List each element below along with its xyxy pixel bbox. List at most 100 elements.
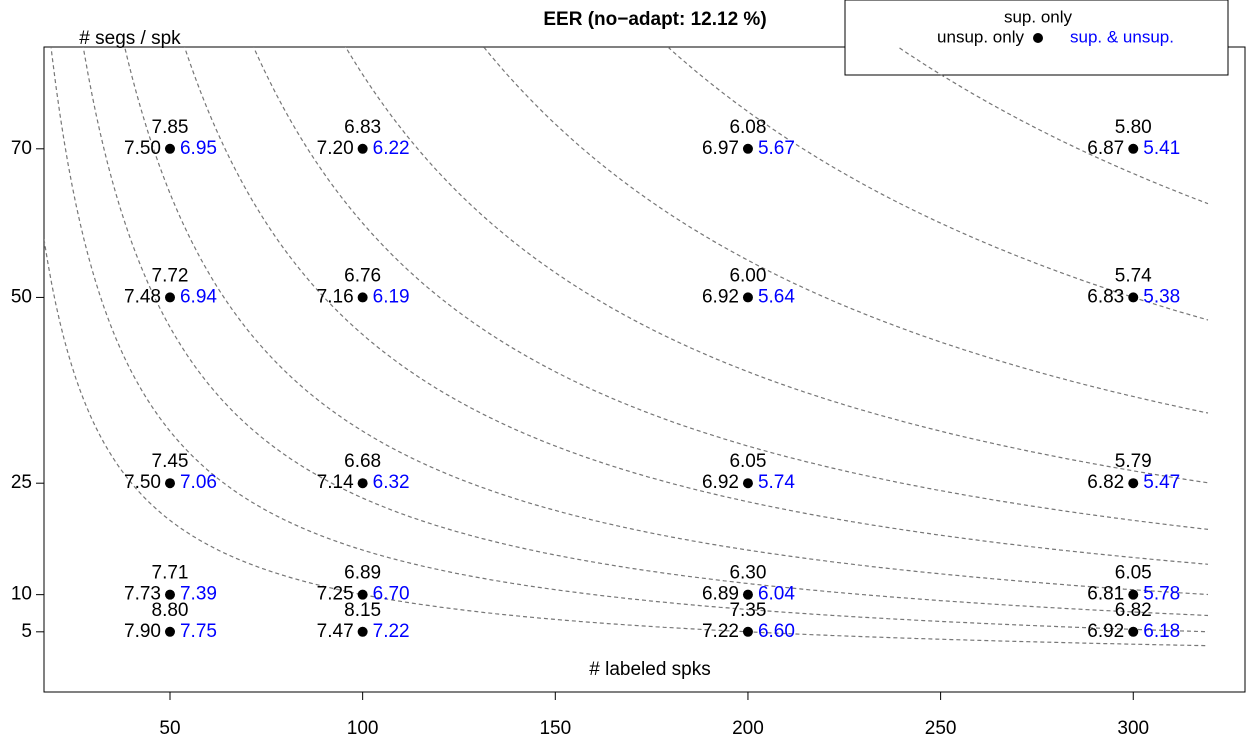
value-label: 7.47 (317, 621, 354, 642)
value-label: 6.97 (702, 138, 739, 159)
value-label: 6.83 (344, 117, 381, 138)
value-label: 5.74 (758, 472, 795, 493)
value-label: 7.22 (702, 621, 739, 642)
value-label: 7.16 (317, 286, 354, 307)
point (742, 589, 753, 600)
contour-line (82, 47, 1209, 617)
value-label: 8.80 (152, 600, 189, 621)
point (1128, 478, 1139, 489)
contours (44, 47, 1209, 647)
value-label: 7.50 (124, 138, 161, 159)
y-tick-label: 25 (11, 472, 32, 493)
value-label: 6.30 (729, 563, 766, 584)
value-label: 5.64 (758, 286, 795, 307)
value-label: 6.22 (373, 138, 410, 159)
value-label: 5.78 (1143, 584, 1180, 605)
value-label: 6.68 (344, 451, 381, 472)
value-label: 6.95 (180, 138, 217, 159)
value-label: 7.14 (317, 472, 354, 493)
value-label: 8.15 (344, 600, 381, 621)
point (1128, 292, 1139, 303)
point (164, 478, 175, 489)
value-label: 7.22 (373, 621, 410, 642)
value-label: 6.92 (702, 286, 739, 307)
value-label: 6.81 (1087, 584, 1124, 605)
value-label: 7.85 (152, 117, 189, 138)
value-label: 7.75 (180, 621, 217, 642)
y-tick-label: 5 (21, 621, 32, 642)
value-label: 5.79 (1115, 451, 1152, 472)
value-label: 6.04 (758, 584, 795, 605)
value-label: 5.38 (1143, 286, 1180, 307)
contour-line (252, 47, 1209, 530)
value-label: 6.05 (1115, 563, 1152, 584)
point (1128, 143, 1139, 154)
value-label: 7.20 (317, 138, 354, 159)
value-label: 6.94 (180, 286, 217, 307)
point (357, 292, 368, 303)
point (357, 589, 368, 600)
legend-marker (1033, 33, 1043, 43)
point (1128, 589, 1139, 600)
value-label: 7.90 (124, 621, 161, 642)
value-label: 6.92 (702, 472, 739, 493)
value-label: 6.76 (344, 265, 381, 286)
contour-line (897, 47, 1209, 205)
y-axis-label: # segs / spk (79, 28, 181, 49)
value-label: 6.70 (373, 584, 410, 605)
contour-line (344, 47, 1209, 484)
contour-line (44, 239, 1209, 647)
contour-line (183, 47, 1209, 565)
value-label: 7.45 (152, 451, 189, 472)
value-label: 6.89 (702, 584, 739, 605)
legend-label: sup. only (1004, 7, 1073, 26)
y-tick-label: 50 (11, 286, 32, 307)
value-label: 6.92 (1087, 621, 1124, 642)
x-tick-label: 50 (159, 718, 180, 739)
point (164, 143, 175, 154)
value-label: 7.06 (180, 472, 217, 493)
x-axis-label: # labeled spks (589, 659, 710, 680)
x-tick-label: 300 (1117, 718, 1149, 739)
value-label: 6.83 (1087, 286, 1124, 307)
value-label: 7.39 (180, 584, 217, 605)
value-label: 6.00 (729, 265, 766, 286)
point (164, 292, 175, 303)
contour-line (482, 47, 1209, 414)
value-label: 7.48 (124, 286, 161, 307)
value-label: 7.73 (124, 584, 161, 605)
value-label: 7.50 (124, 472, 161, 493)
legend-label: sup. & unsup. (1070, 27, 1174, 46)
value-label: 6.19 (373, 286, 410, 307)
value-label: 6.05 (729, 451, 766, 472)
value-label: 6.18 (1143, 621, 1180, 642)
value-label: 6.08 (729, 117, 766, 138)
value-label: 5.41 (1143, 138, 1180, 159)
point (357, 478, 368, 489)
legend-label: unsup. only (937, 27, 1024, 46)
contour-line (50, 47, 1209, 633)
point (742, 478, 753, 489)
value-label: 7.72 (152, 265, 189, 286)
plot-frame (43, 46, 1246, 693)
point (742, 143, 753, 154)
point (742, 292, 753, 303)
value-label: 6.87 (1087, 138, 1124, 159)
value-label: 6.89 (344, 563, 381, 584)
value-label: 5.47 (1143, 472, 1180, 493)
value-label: 6.82 (1087, 472, 1124, 493)
value-label: 5.80 (1115, 117, 1152, 138)
point (1128, 626, 1139, 637)
x-tick-label: 100 (347, 718, 379, 739)
value-label: 5.74 (1115, 265, 1152, 286)
x-tick-label: 250 (925, 718, 957, 739)
value-label: 5.67 (758, 138, 795, 159)
point (742, 626, 753, 637)
point (357, 143, 368, 154)
value-label: 6.82 (1115, 600, 1152, 621)
value-label: 7.35 (729, 600, 766, 621)
value-label: 7.25 (317, 584, 354, 605)
y-tick-label: 70 (11, 138, 32, 159)
value-label: 6.32 (373, 472, 410, 493)
